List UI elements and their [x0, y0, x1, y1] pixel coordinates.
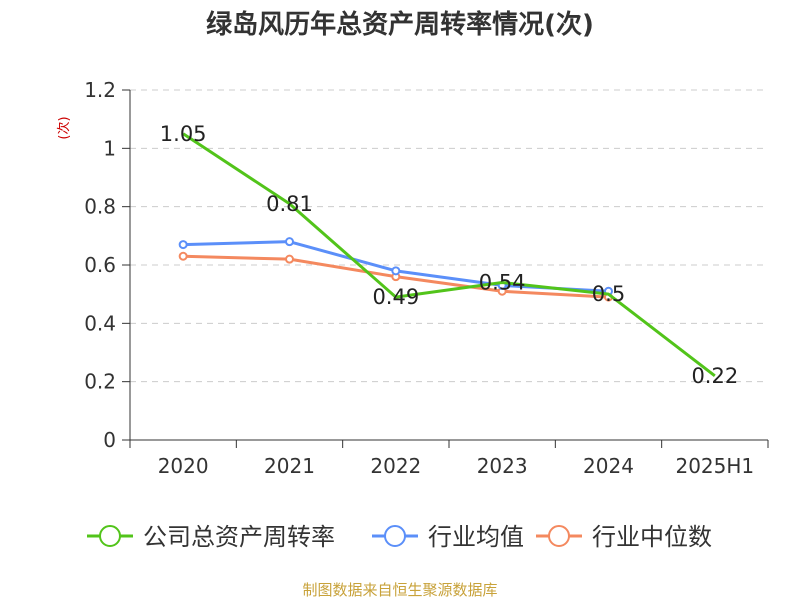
series-point — [285, 237, 294, 247]
legend[interactable]: 公司总资产周转率 行业均值 行业中位数 — [87, 523, 712, 551]
legend-label: 行业中位数 — [592, 523, 712, 551]
y-tick-label: 1 — [103, 136, 116, 160]
y-tick-label: 0.2 — [84, 370, 116, 394]
legend-marker — [384, 525, 406, 547]
x-tick-label: 2023 — [477, 454, 528, 478]
data-labels: 1.05 0.81 0.49 0.54 0.5 0.22 — [160, 122, 738, 388]
legend-label: 公司总资产周转率 — [143, 523, 335, 551]
legend-item[interactable]: 公司总资产周转率 — [87, 523, 335, 551]
data-label: 0.81 — [266, 192, 313, 216]
y-axis-unit-label: (次) — [56, 116, 72, 139]
series-point — [391, 266, 401, 276]
y-tick-label: 1.2 — [84, 78, 116, 102]
series-lines — [178, 132, 716, 378]
x-tick-label: 2025H1 — [675, 454, 754, 478]
y-tick-label: 0.8 — [84, 195, 116, 219]
legend-marker — [548, 525, 570, 547]
x-tick-label: 2021 — [264, 454, 315, 478]
legend-item[interactable]: 行业均值 — [372, 523, 524, 551]
source-note: 制图数据来自恒生聚源数据库 — [302, 581, 497, 599]
x-tick-label: 2022 — [370, 454, 421, 478]
y-tick-label: 0.4 — [84, 311, 116, 335]
data-label: 0.54 — [479, 271, 526, 295]
legend-marker — [99, 525, 121, 547]
data-label: 0.49 — [372, 285, 419, 309]
series-line — [182, 132, 716, 378]
chart-title: 绿岛风历年总资产周转率情况(次) — [206, 9, 594, 40]
data-label: 1.05 — [160, 122, 207, 146]
series-point — [178, 240, 188, 250]
legend-item[interactable]: 行业中位数 — [536, 523, 712, 551]
y-tick-label: 0.6 — [84, 253, 116, 277]
data-label: 0.5 — [592, 282, 625, 306]
x-tick-label: 2020 — [158, 454, 209, 478]
x-tick-label: 2024 — [583, 454, 634, 478]
y-tick-label: 0 — [103, 428, 116, 452]
data-label: 0.22 — [691, 364, 738, 388]
series-point — [285, 254, 294, 264]
grid-lines — [130, 89, 768, 383]
series-point — [178, 251, 188, 261]
legend-label: 行业均值 — [428, 523, 524, 551]
